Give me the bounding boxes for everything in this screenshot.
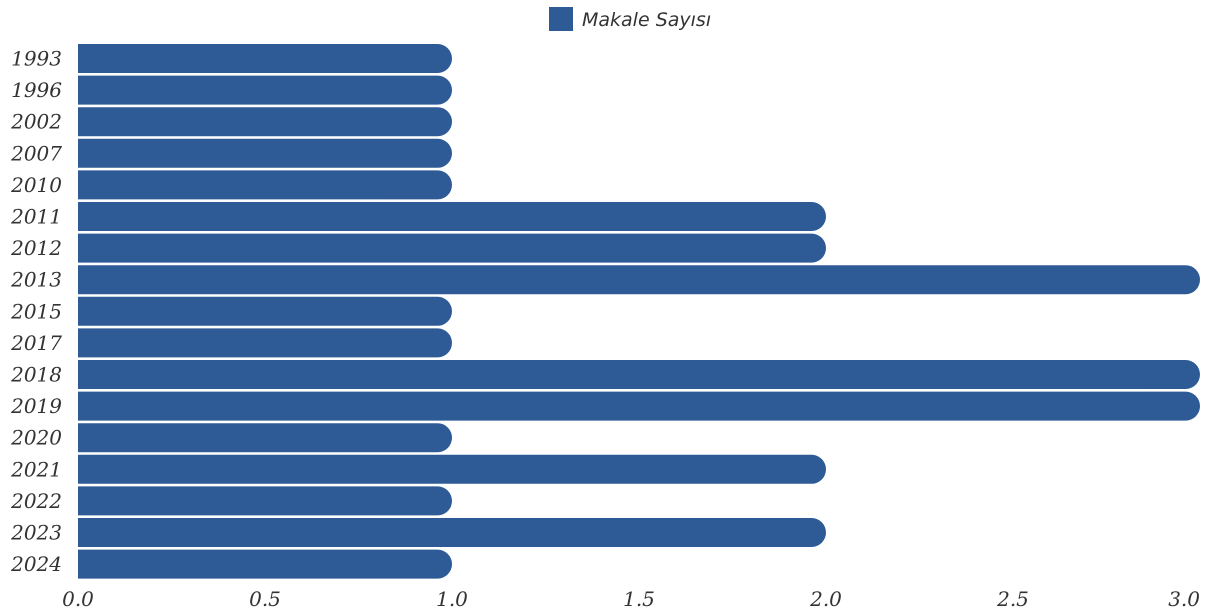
bars-group	[78, 44, 1200, 579]
x-tick-label: 0.5	[249, 587, 281, 611]
bar-2024	[78, 549, 452, 579]
y-tick-labels: 1993 1996 2002 2007 2010 2011 2012 2013 2015 2017…	[10, 47, 62, 577]
y-tick-label: 2019	[10, 394, 62, 418]
y-tick-label: 2012	[10, 236, 62, 260]
y-tick-label: 2020	[10, 426, 62, 450]
y-tick-label: 2015	[10, 299, 62, 323]
bar-2013	[78, 265, 1200, 295]
legend-label: Makale Sayısı	[582, 9, 711, 31]
y-tick-label: 2024	[10, 552, 62, 576]
bar-2002	[78, 107, 452, 137]
legend-swatch	[549, 7, 573, 31]
x-tick-label: 2.5	[996, 587, 1029, 611]
y-tick-label: 2013	[10, 268, 62, 292]
y-tick-label: 2023	[10, 521, 62, 545]
y-tick-label: 1993	[11, 47, 62, 71]
bar-2022	[78, 486, 452, 516]
bar-2007	[78, 138, 452, 168]
bar-2011	[78, 202, 826, 231]
y-tick-label: 1996	[11, 78, 62, 102]
x-tick-label: 0.0	[62, 587, 94, 611]
bar-2020	[78, 423, 452, 453]
bar-2023	[78, 518, 826, 547]
y-tick-label: 2011	[10, 205, 62, 229]
bar-2010	[78, 170, 452, 200]
x-tick-label: 3.0	[1168, 587, 1200, 611]
legend: Makale Sayısı	[549, 7, 711, 31]
y-tick-label: 2017	[10, 331, 62, 355]
x-tick-label: 1.0	[436, 587, 468, 611]
x-tick-label: 1.5	[623, 587, 655, 611]
bar-2017	[78, 328, 452, 358]
bar-2021	[78, 454, 826, 484]
bar-2015	[78, 296, 452, 326]
y-tick-label: 2002	[10, 110, 62, 134]
x-tick-labels: 0.0 0.5 1.0 1.5 2.0 2.5 3.0	[62, 587, 1200, 611]
bar-2019	[78, 391, 1200, 421]
bar-2018	[78, 360, 1200, 389]
bar-2012	[78, 233, 826, 263]
bar-1996	[78, 75, 452, 105]
x-tick-label: 2.0	[809, 587, 842, 611]
y-tick-label: 2021	[10, 457, 62, 481]
bar-1993	[78, 44, 452, 73]
y-tick-label: 2018	[10, 363, 62, 387]
y-tick-label: 2010	[10, 173, 62, 197]
y-tick-label: 2007	[10, 141, 62, 165]
y-tick-label: 2022	[10, 489, 62, 513]
